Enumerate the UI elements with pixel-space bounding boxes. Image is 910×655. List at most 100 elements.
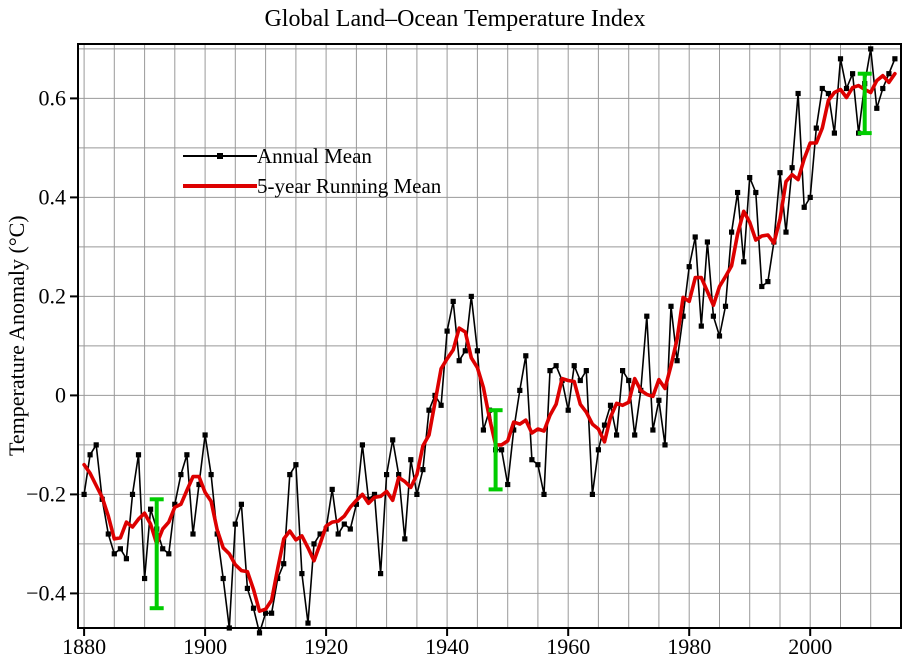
x-tick-label: 1900	[183, 634, 227, 655]
annual-mean-marker	[759, 283, 765, 290]
annual-mean-marker	[529, 457, 535, 463]
annual-mean-marker	[353, 501, 359, 507]
annual-mean-marker	[250, 605, 257, 611]
y-tick-label: 0.2	[39, 283, 67, 308]
annual-mean-marker	[868, 46, 874, 52]
annual-mean-marker	[341, 521, 347, 527]
annual-mean-marker	[87, 452, 93, 458]
annual-mean-marker	[886, 71, 892, 77]
annual-mean-marker	[607, 402, 614, 408]
annual-mean-marker	[577, 377, 583, 384]
annual-mean-line-sample	[183, 145, 257, 167]
annual-mean-marker	[892, 56, 898, 62]
annual-mean-marker	[160, 546, 166, 552]
y-tick-label: −0.2	[26, 481, 66, 506]
annual-mean-marker	[287, 472, 293, 478]
annual-mean-marker	[384, 472, 390, 478]
annual-mean-marker	[220, 575, 226, 582]
annual-mean-marker	[390, 437, 396, 443]
annual-mean-marker	[704, 239, 710, 245]
annual-mean-marker	[129, 491, 136, 497]
annual-mean-marker	[359, 442, 365, 448]
legend-item-running-mean: 5-year Running Mean	[183, 171, 441, 201]
annual-mean-marker	[741, 259, 747, 265]
annual-mean-marker	[81, 491, 87, 497]
annual-mean-marker	[765, 279, 771, 285]
annual-mean-marker	[716, 333, 723, 339]
annual-mean-marker	[735, 189, 741, 196]
x-tick-label: 1960	[546, 634, 590, 655]
y-tick-label: 0.6	[39, 85, 67, 110]
annual-mean-marker	[541, 491, 547, 497]
annual-mean-marker	[232, 521, 238, 527]
annual-mean-marker	[329, 486, 335, 492]
annual-mean-marker	[347, 526, 353, 532]
running-mean-line-swatch	[183, 184, 257, 188]
plot-border	[77, 43, 902, 629]
annual-mean-marker	[238, 501, 244, 507]
annual-mean-marker	[196, 481, 202, 488]
annual-mean-marker	[202, 432, 208, 438]
annual-mean-marker	[135, 452, 142, 458]
annual-mean-marker	[674, 358, 680, 364]
annual-mean-marker	[335, 531, 341, 537]
annual-mean-marker	[553, 363, 559, 369]
annual-mean-marker	[571, 363, 577, 369]
running-mean-line-sample	[183, 175, 257, 197]
annual-mean-marker	[565, 407, 571, 413]
annual-mean-marker	[305, 620, 311, 626]
annual-mean-marker	[595, 447, 601, 453]
annual-mean-marker	[837, 56, 844, 62]
annual-mean-marker	[692, 234, 698, 240]
annual-mean-marker	[843, 85, 850, 92]
legend-item-annual-mean: Annual Mean	[183, 141, 441, 171]
annual-mean-marker	[632, 432, 638, 438]
annual-mean-marker	[710, 313, 716, 319]
annual-mean-marker	[813, 125, 819, 131]
annual-mean-marker	[850, 71, 856, 77]
annual-mean-marker	[583, 368, 589, 374]
annual-mean-marker	[293, 462, 299, 468]
annual-mean-marker	[801, 204, 807, 210]
annual-mean-marker	[256, 630, 263, 636]
annual-mean-series	[83, 48, 896, 636]
annual-mean-marker	[777, 170, 783, 176]
annual-mean-marker	[783, 229, 789, 235]
annual-mean-marker	[722, 303, 729, 309]
annual-mean-marker	[142, 575, 148, 582]
annual-mean-marker	[499, 447, 505, 453]
y-tick-label: 0	[55, 382, 66, 407]
annual-mean-marker	[880, 85, 886, 92]
annual-mean-marker	[686, 264, 692, 270]
x-tick-label: 1940	[425, 634, 469, 655]
annual-mean-marker	[698, 323, 704, 329]
annual-mean-marker	[371, 491, 378, 497]
annual-mean-marker	[729, 229, 735, 235]
annual-mean-marker	[311, 541, 317, 547]
annual-mean-marker	[517, 387, 523, 393]
annual-mean-marker	[408, 457, 414, 463]
annual-mean-marker	[480, 427, 486, 433]
chart-title: Global Land–Ocean Temperature Index	[264, 6, 646, 32]
annual-mean-marker	[505, 481, 511, 488]
annual-mean-marker	[244, 585, 250, 591]
x-tick-label: 2000	[788, 634, 832, 655]
annual-mean-marker	[753, 189, 759, 196]
annual-mean-marker	[93, 442, 99, 448]
annual-mean-marker	[365, 496, 372, 502]
annual-mean-marker	[275, 575, 281, 582]
legend: Annual Mean 5-year Running Mean	[183, 141, 441, 201]
annual-mean-marker	[795, 90, 801, 97]
annual-mean-marker	[656, 397, 662, 403]
annual-mean-marker	[650, 427, 656, 433]
annual-mean-marker-swatch	[217, 153, 223, 159]
annual-mean-marker	[626, 377, 632, 384]
annual-mean-marker	[547, 368, 553, 374]
x-tick-label: 1920	[304, 634, 348, 655]
annual-mean-marker	[462, 348, 468, 354]
annual-mean-marker	[535, 462, 541, 468]
running-mean-series	[82, 71, 897, 614]
annual-mean-marker	[263, 610, 269, 616]
annual-mean-marker	[620, 368, 626, 374]
